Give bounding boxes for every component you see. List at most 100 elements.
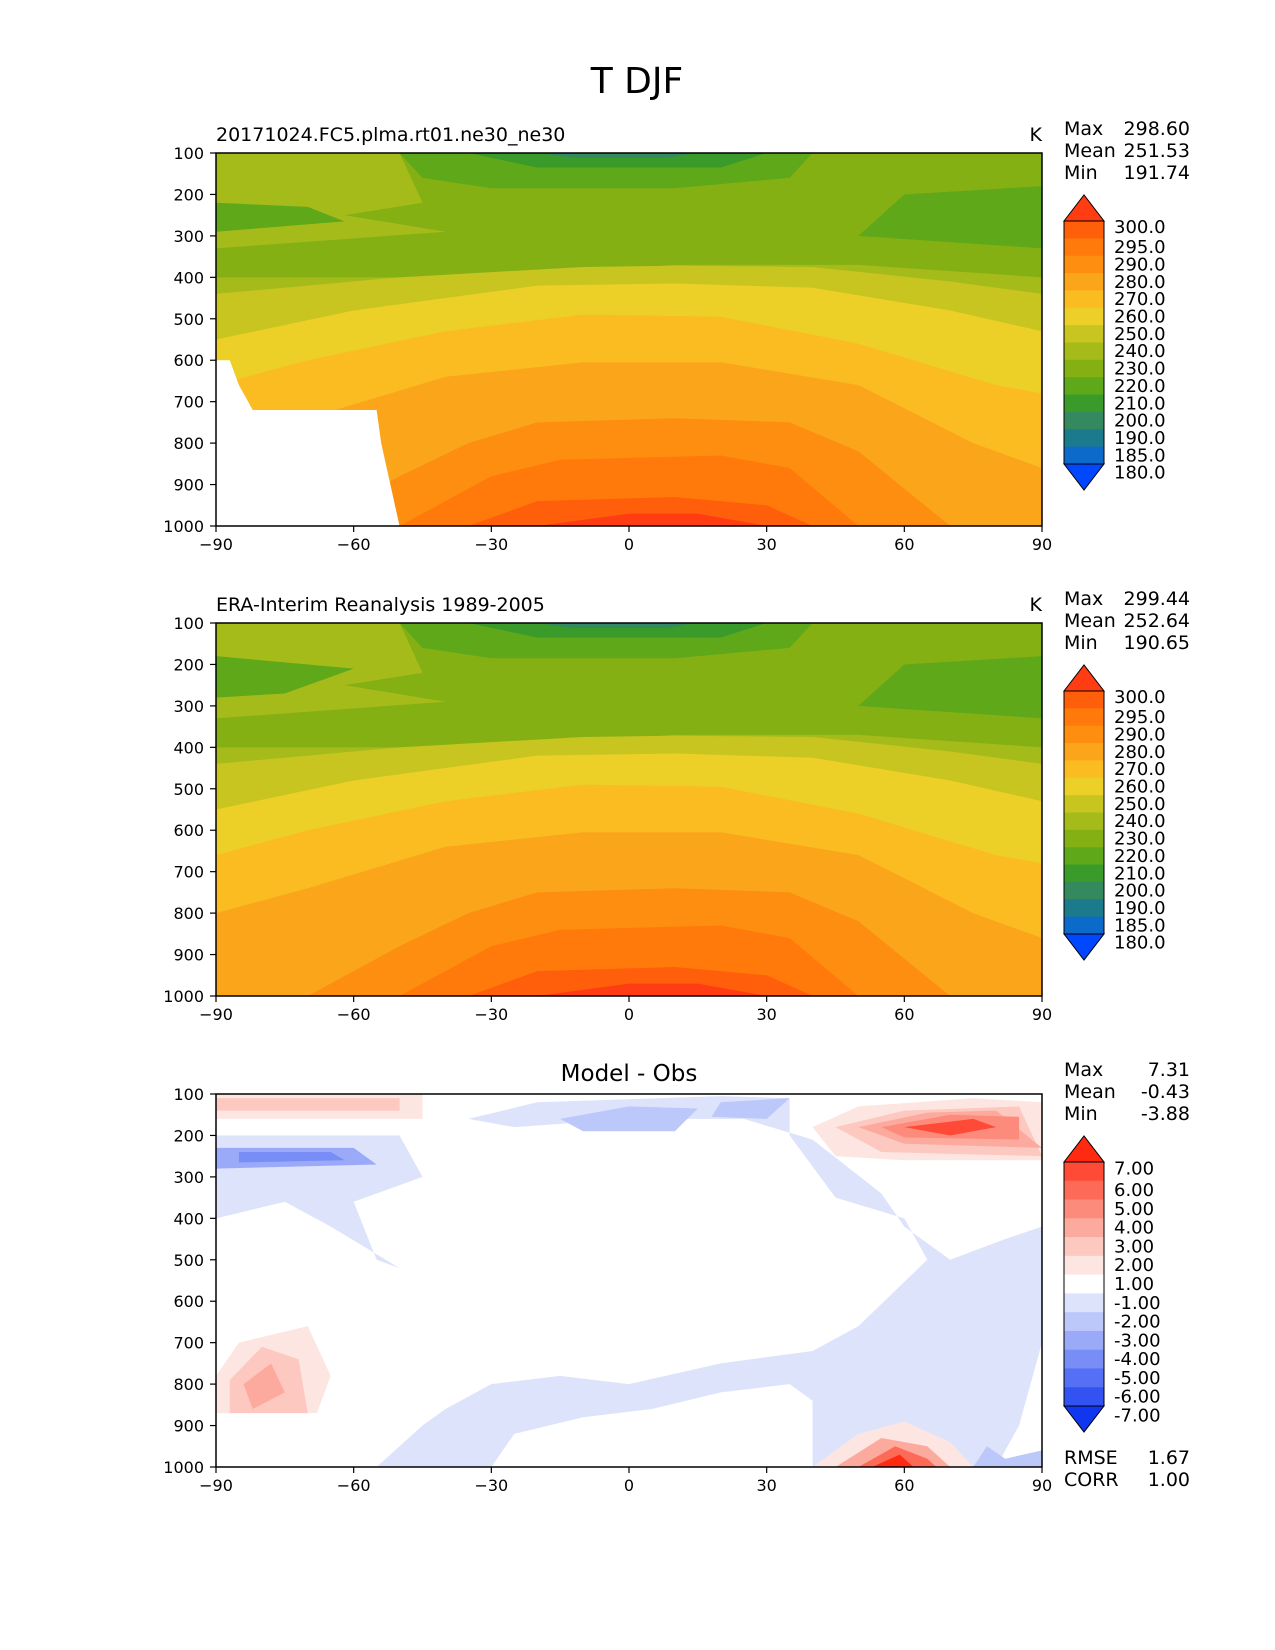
colorbar-segment [1064, 1237, 1104, 1257]
colorbar-reference: 300.0295.0290.0280.0270.0260.0250.0240.0… [1062, 664, 1166, 961]
y-tick-label: 400 [173, 268, 204, 287]
y-tick-label: 500 [173, 1251, 204, 1270]
x-tick-label: −30 [474, 1476, 508, 1495]
colorbar-segment [1064, 899, 1104, 918]
colorbar-tick-label: 230.0 [1114, 359, 1166, 380]
contour-band [238, 1152, 345, 1163]
colorbar-segment [1064, 1199, 1104, 1219]
y-tick-label: 400 [173, 1209, 204, 1228]
stat-min: -3.88 [1141, 1103, 1190, 1125]
colorbar-segment [1064, 1218, 1104, 1238]
panel-difference-title: Model - Obs [561, 1061, 698, 1087]
y-tick-label: 100 [173, 144, 204, 163]
panel-test-title: 20171024.FC5.plma.rt01.ne30_ne30 [216, 124, 565, 146]
panel-reference-title: ERA-Interim Reanalysis 1989-2005 [216, 594, 545, 616]
contour-band [216, 202, 345, 232]
colorbar-difference: 7.006.005.004.003.002.001.00-1.00-2.00-3… [1062, 1135, 1161, 1433]
colorbar-segment [1064, 238, 1104, 257]
contour-band [468, 966, 813, 996]
colorbar-segment [1064, 881, 1104, 900]
y-tick-label: 1000 [163, 1458, 204, 1477]
colorbar-segment [1064, 221, 1104, 239]
stat-min: 191.74 [1124, 162, 1190, 184]
colorbar-tick-label: -6.00 [1114, 1387, 1161, 1408]
x-tick-label: 90 [1032, 535, 1052, 554]
plot-area-test [216, 153, 1042, 526]
colorbar-tick-label: 2.00 [1114, 1255, 1154, 1276]
colorbar-tick-label: 240.0 [1114, 341, 1166, 362]
colorbar-segment [1064, 1293, 1104, 1313]
x-tick-label: 90 [1032, 1476, 1052, 1495]
x-tick-label: 0 [624, 1476, 634, 1495]
panel-difference: Model - Obs −90 −60 −30 0 30 60 90 100 200 300 400… [163, 1059, 1190, 1495]
plot-area-reference [216, 623, 1042, 996]
panel-test-units: K [1030, 124, 1043, 146]
colorbar-segment [1064, 325, 1104, 343]
colorbar-tick-label: 250.0 [1114, 324, 1166, 345]
colorbar-tick-label: 4.00 [1114, 1218, 1154, 1239]
colorbar-tick-label: 260.0 [1114, 306, 1166, 327]
colorbar-segment [1064, 307, 1104, 326]
stats-reference: Max Mean Min 299.44 252.64 190.65 [1064, 588, 1190, 654]
colorbar-tick-label: 7.00 [1114, 1159, 1154, 1180]
x-tick-label: −90 [199, 1005, 233, 1024]
colorbar-segment [1064, 1312, 1104, 1332]
svg-text:Mean: Mean [1064, 1081, 1116, 1103]
colorbar-tick-label: 190.0 [1114, 898, 1166, 919]
y-tick-label: 900 [173, 946, 204, 965]
contour-band [243, 1363, 285, 1409]
colorbar-tick-label: 180.0 [1114, 463, 1166, 484]
contour-band [858, 186, 1042, 249]
colorbar-tick-label: -4.00 [1114, 1349, 1161, 1370]
contour-band [537, 513, 767, 526]
colorbar-segment [1064, 795, 1104, 813]
colorbar-tick-label: 270.0 [1114, 289, 1166, 310]
colorbar-extend-min [1062, 463, 1106, 491]
colorbar-segment [1064, 1368, 1104, 1388]
x-tick-label: 0 [624, 535, 634, 554]
colorbar-segment [1064, 290, 1104, 309]
contour-band [560, 1106, 698, 1132]
contour-band [711, 1098, 790, 1119]
y-tick-label: 900 [173, 1417, 204, 1436]
y-tick-label: 700 [173, 393, 204, 412]
contour-band [973, 1446, 1042, 1467]
colorbar-segment [1064, 377, 1104, 395]
colorbar-tick-label: -5.00 [1114, 1368, 1161, 1389]
stats-difference: Max Mean Min 7.31 -0.43 -3.88 [1064, 1059, 1190, 1125]
contour-band [216, 1135, 423, 1269]
colorbar-tick-label: 290.0 [1114, 254, 1166, 275]
colorbar-segment [1064, 1255, 1104, 1276]
colorbar-segment [1064, 342, 1104, 361]
colorbar-segment [1064, 1330, 1104, 1351]
stat-mean: 252.64 [1124, 610, 1190, 632]
colorbar-segment [1064, 1274, 1104, 1294]
x-tick-label: 30 [756, 535, 776, 554]
x-tick-label: −60 [337, 1476, 371, 1495]
svg-text:Mean: Mean [1064, 610, 1116, 632]
figure-title: T DJF [590, 61, 683, 102]
colorbar-segment [1064, 916, 1104, 935]
svg-text:Min: Min [1064, 162, 1098, 184]
metric-corr: 1.00 [1148, 1469, 1190, 1491]
y-tick-label: 800 [173, 434, 204, 453]
colorbar-tick-label: 185.0 [1114, 915, 1166, 936]
colorbar-segment [1064, 394, 1104, 413]
x-tick-label: 90 [1032, 1005, 1052, 1024]
x-tick-label: −90 [199, 1476, 233, 1495]
y-tick-label: 300 [173, 1168, 204, 1187]
colorbar-tick-label: -2.00 [1114, 1312, 1161, 1333]
colorbar-segment [1064, 359, 1104, 378]
contour-band [537, 983, 767, 996]
y-tick-label: 700 [173, 1334, 204, 1353]
contour-band [216, 360, 400, 526]
colorbar-extend-max [1062, 1135, 1106, 1163]
colorbar-tick-label: 190.0 [1114, 428, 1166, 449]
metric-rmse: 1.67 [1148, 1447, 1190, 1469]
y-tick-label: 200 [173, 1126, 204, 1145]
y-tick-label: 300 [173, 227, 204, 246]
colorbar-tick-label: 295.0 [1114, 707, 1166, 728]
colorbar-segment [1064, 1180, 1104, 1200]
stat-max: 7.31 [1148, 1059, 1190, 1081]
